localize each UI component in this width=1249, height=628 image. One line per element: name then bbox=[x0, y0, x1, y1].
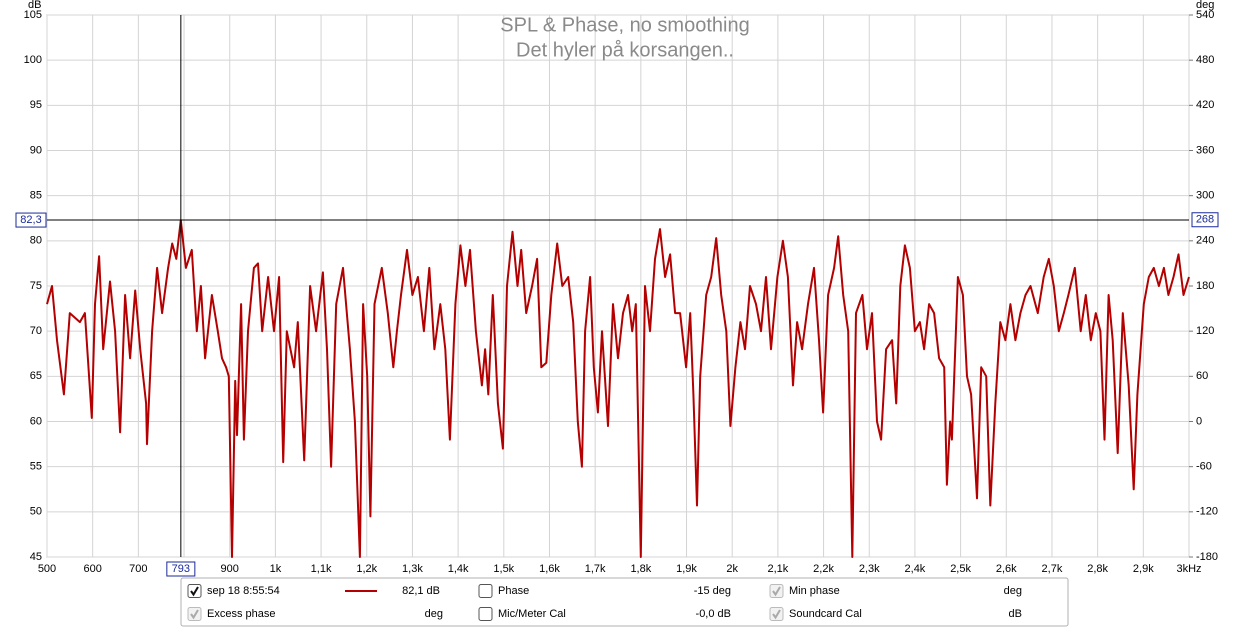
cursor-x-box bbox=[166, 561, 196, 577]
x-tick-label: 2,1k bbox=[767, 563, 788, 575]
y-tick-label: 60 bbox=[30, 415, 42, 427]
plot bbox=[46, 219, 1190, 558]
series-checkbox-check bbox=[190, 586, 199, 597]
y-tick-label: 85 bbox=[30, 190, 42, 202]
x-tick-label: 2,5k bbox=[950, 563, 971, 575]
y-tick-label: 80 bbox=[30, 235, 42, 247]
item-readout: dB bbox=[1009, 608, 1022, 620]
y2-unit: deg bbox=[1196, 0, 1214, 11]
item-checkbox-check bbox=[190, 609, 199, 620]
x-tick-label: 2,2k bbox=[813, 563, 834, 575]
y2-tick-label: 360 bbox=[1196, 144, 1214, 156]
x-tick-label: 1,8k bbox=[630, 563, 651, 575]
x-tick-label: 2k bbox=[726, 563, 738, 575]
y-tick-label: 95 bbox=[30, 99, 42, 111]
item-readout: -15 deg bbox=[694, 585, 731, 597]
y-tick-label: 70 bbox=[30, 325, 42, 337]
y2-tick-label: 0 bbox=[1196, 415, 1202, 427]
y2-tick-label: -180 bbox=[1196, 551, 1218, 563]
item-label: Excess phase bbox=[207, 608, 275, 620]
item-readout: -0,0 dB bbox=[696, 608, 731, 620]
x-tick-label: 1,9k bbox=[676, 563, 697, 575]
y2-tick-label: -60 bbox=[1196, 461, 1212, 473]
item-readout: deg bbox=[1004, 585, 1022, 597]
y-tick-label: 100 bbox=[24, 54, 42, 66]
y2-tick-label: 60 bbox=[1196, 370, 1208, 382]
item-checkbox-check bbox=[772, 586, 781, 597]
series-name: sep 18 8:55:54 bbox=[207, 585, 280, 597]
item-label: Phase bbox=[498, 585, 529, 597]
x-tick-label: 1k bbox=[270, 563, 282, 575]
x-tick-label: 500 bbox=[38, 563, 56, 575]
cursor-x-label: 793 bbox=[172, 563, 190, 575]
x-tick-label: 2,4k bbox=[905, 563, 926, 575]
y2-tick-label: 420 bbox=[1196, 99, 1214, 111]
y-tick-label: 90 bbox=[30, 144, 42, 156]
y2-tick-label: -120 bbox=[1196, 506, 1218, 518]
spl-line bbox=[46, 219, 1190, 558]
y-tick-label: 55 bbox=[30, 461, 42, 473]
x-tick-label: 1,5k bbox=[493, 563, 514, 575]
item-label: Mic/Meter Cal bbox=[498, 608, 566, 620]
x-tick-label: 1,1k bbox=[311, 563, 332, 575]
chart-title: SPL & Phase, no smoothing bbox=[500, 14, 749, 36]
y-tick-label: 105 bbox=[24, 9, 42, 21]
y2-tick-label: 300 bbox=[1196, 190, 1214, 202]
y-tick-label: 65 bbox=[30, 370, 42, 382]
chart-subtitle: Det hyler på korsangen.. bbox=[516, 39, 734, 61]
x-tick-label: 2,6k bbox=[996, 563, 1017, 575]
item-checkbox[interactable] bbox=[478, 584, 493, 598]
legend: sep 18 8:55:54 82,1 dB Phase -15 deg Min pha… bbox=[187, 584, 1022, 621]
cursor-y-box bbox=[15, 212, 47, 228]
legend-panel bbox=[180, 577, 1069, 627]
item-label: Soundcard Cal bbox=[789, 608, 862, 620]
y-tick-label: 50 bbox=[30, 506, 42, 518]
cursor-y2-label: 268 bbox=[1196, 214, 1214, 226]
y-tick-label: 45 bbox=[30, 551, 42, 563]
y2-tick-label: 540 bbox=[1196, 9, 1214, 21]
y2-tick-label: 120 bbox=[1196, 325, 1214, 337]
y2-tick-label: 480 bbox=[1196, 54, 1214, 66]
x-tick-label: 3kHz bbox=[1176, 563, 1201, 575]
x-tick-label: 2,8k bbox=[1087, 563, 1108, 575]
item-checkbox[interactable] bbox=[478, 607, 493, 621]
y2-tick-label: 180 bbox=[1196, 280, 1214, 292]
cursor-y2-box bbox=[1191, 212, 1219, 228]
x-tick-label: 1,3k bbox=[402, 563, 423, 575]
x-tick-label: 2,7k bbox=[1042, 563, 1063, 575]
x-tick-label: 700 bbox=[129, 563, 147, 575]
item-checkbox-check bbox=[772, 609, 781, 620]
y-unit: dB bbox=[28, 0, 41, 11]
x-tick-label: 600 bbox=[84, 563, 102, 575]
x-tick-label: 2,9k bbox=[1133, 563, 1154, 575]
x-tick-label: 2,3k bbox=[859, 563, 880, 575]
cursor-y-label: 82,3 bbox=[20, 214, 41, 226]
series-readout: 82,1 dB bbox=[402, 585, 440, 597]
y2-tick-label: 240 bbox=[1196, 235, 1214, 247]
item-label: Min phase bbox=[789, 585, 840, 597]
x-tick-label: 900 bbox=[221, 563, 239, 575]
x-tick-label: 1,6k bbox=[539, 563, 560, 575]
x-tick-label: 1,4k bbox=[448, 563, 469, 575]
y-tick-label: 75 bbox=[30, 280, 42, 292]
x-tick-label: 1,2k bbox=[356, 563, 377, 575]
x-tick-label: 1,7k bbox=[585, 563, 606, 575]
item-readout: deg bbox=[425, 608, 443, 620]
